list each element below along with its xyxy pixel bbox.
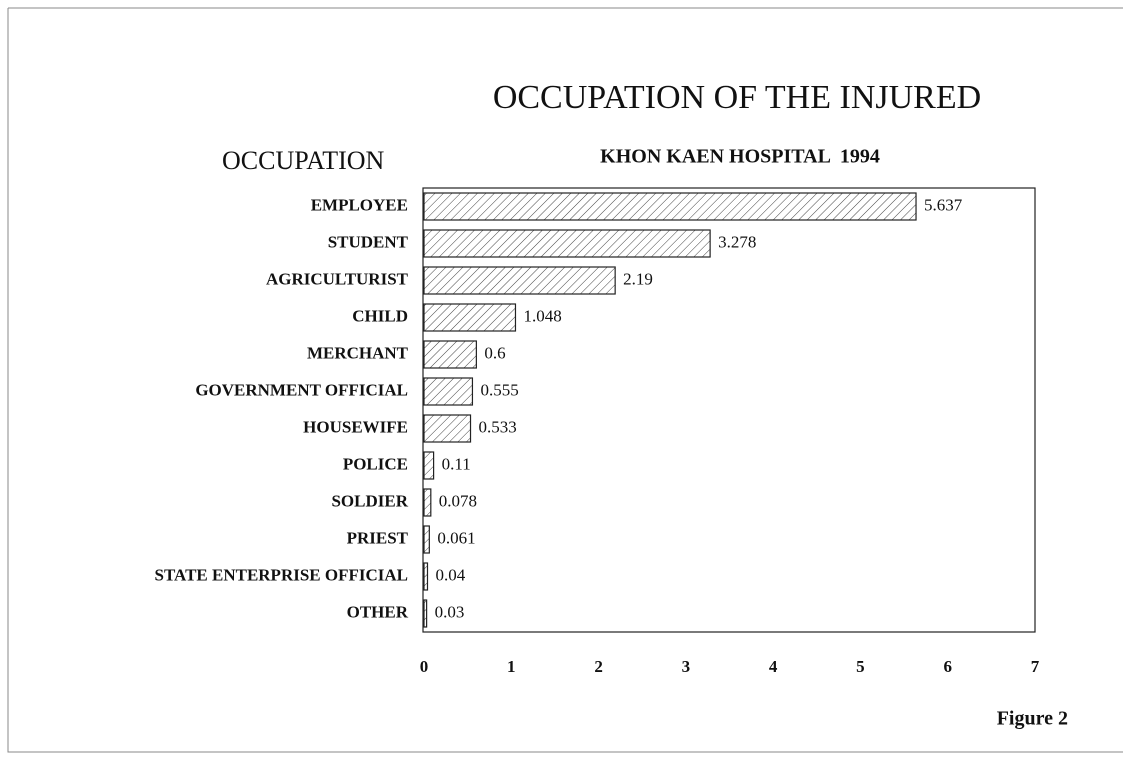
bar — [423, 525, 430, 554]
data-label: 0.6 — [484, 343, 505, 362]
y-tick-label: HOUSEWIFE — [303, 417, 408, 436]
page-frame — [7, 7, 1123, 753]
x-tick-label: 5 — [856, 657, 865, 676]
y-tick-label: PRIEST — [347, 528, 409, 547]
bar — [423, 229, 711, 258]
bar — [423, 488, 432, 517]
data-label: 0.04 — [435, 565, 465, 584]
y-tick-label: OTHER — [347, 602, 409, 621]
x-tick-label: 4 — [769, 657, 778, 676]
plot-frame — [422, 187, 1036, 633]
bar — [423, 414, 472, 443]
y-tick-label: SOLDIER — [331, 491, 408, 510]
y-tick-label: AGRICULTURIST — [266, 269, 409, 288]
bar — [423, 192, 917, 221]
y-tick-label: STUDENT — [328, 232, 409, 251]
x-tick-label: 2 — [594, 657, 603, 676]
x-tick-label: 1 — [507, 657, 516, 676]
x-tick-label: 3 — [682, 657, 691, 676]
y-tick-label: POLICE — [343, 454, 408, 473]
data-label: 0.533 — [479, 417, 517, 436]
chart-subtitle: KHON KAEN HOSPITAL 1994 — [600, 146, 880, 168]
bar — [423, 266, 616, 295]
data-label: 1.048 — [523, 306, 561, 325]
bar — [423, 451, 435, 480]
data-label: 2.19 — [623, 269, 653, 288]
y-tick-label: EMPLOYEE — [311, 195, 408, 214]
x-tick-label: 6 — [943, 657, 952, 676]
bar — [423, 562, 429, 591]
data-label: 0.061 — [437, 528, 475, 547]
x-tick-label: 0 — [420, 657, 429, 676]
y-tick-label: MERCHANT — [307, 343, 409, 362]
data-label: 5.637 — [924, 195, 963, 214]
y-axis-label: OCCUPATION — [222, 146, 385, 175]
data-label: 0.03 — [435, 602, 465, 621]
data-label: 3.278 — [718, 232, 756, 251]
y-tick-label: GOVERNMENT OFFICIAL — [195, 380, 408, 399]
y-tick-label: CHILD — [352, 306, 408, 325]
data-label: 0.078 — [439, 491, 477, 510]
y-tick-label: STATE ENTERPRISE OFFICIAL — [155, 565, 408, 584]
bar — [423, 303, 517, 332]
bar — [423, 599, 428, 628]
data-label: 0.11 — [442, 454, 471, 473]
chart-title: OCCUPATION OF THE INJURED — [493, 79, 981, 116]
data-label: 0.555 — [480, 380, 518, 399]
bar — [423, 340, 477, 369]
x-tick-label: 7 — [1031, 657, 1040, 676]
figure-caption: Figure 2 — [997, 708, 1068, 730]
bar — [423, 377, 474, 406]
